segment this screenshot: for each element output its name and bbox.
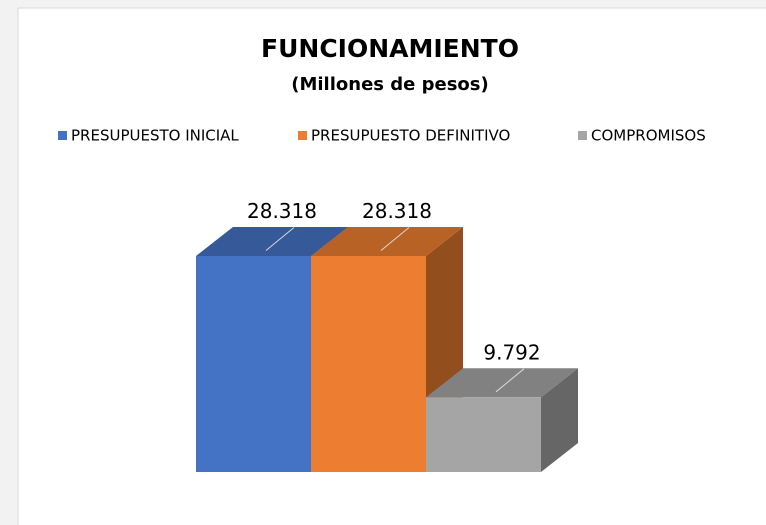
- leader-line: [495, 368, 525, 393]
- bar-top: [426, 368, 578, 398]
- bar: [426, 368, 578, 472]
- leader-line: [265, 227, 295, 251]
- data-label: 28.318: [247, 199, 317, 223]
- chart-title: FUNCIONAMIENTO: [261, 34, 519, 63]
- legend-swatch: [298, 131, 307, 140]
- bar-top: [311, 227, 463, 256]
- bar-front: [426, 397, 541, 472]
- bar-top: [196, 227, 348, 256]
- leader-line: [380, 227, 410, 251]
- legend-swatch: [58, 131, 67, 140]
- legend-label: PRESUPUESTO DEFINITIVO: [311, 127, 510, 145]
- data-label: 9.792: [483, 340, 540, 364]
- bar-side: [541, 368, 578, 472]
- legend-label: COMPROMISOS: [591, 127, 706, 145]
- data-label: 28.318: [362, 199, 432, 223]
- bar-front: [311, 256, 426, 472]
- chart-subtitle: (Millones de pesos): [291, 74, 489, 95]
- bar-front: [196, 256, 311, 472]
- legend-label: PRESUPUESTO INICIAL: [71, 127, 239, 145]
- legend-swatch: [578, 131, 587, 140]
